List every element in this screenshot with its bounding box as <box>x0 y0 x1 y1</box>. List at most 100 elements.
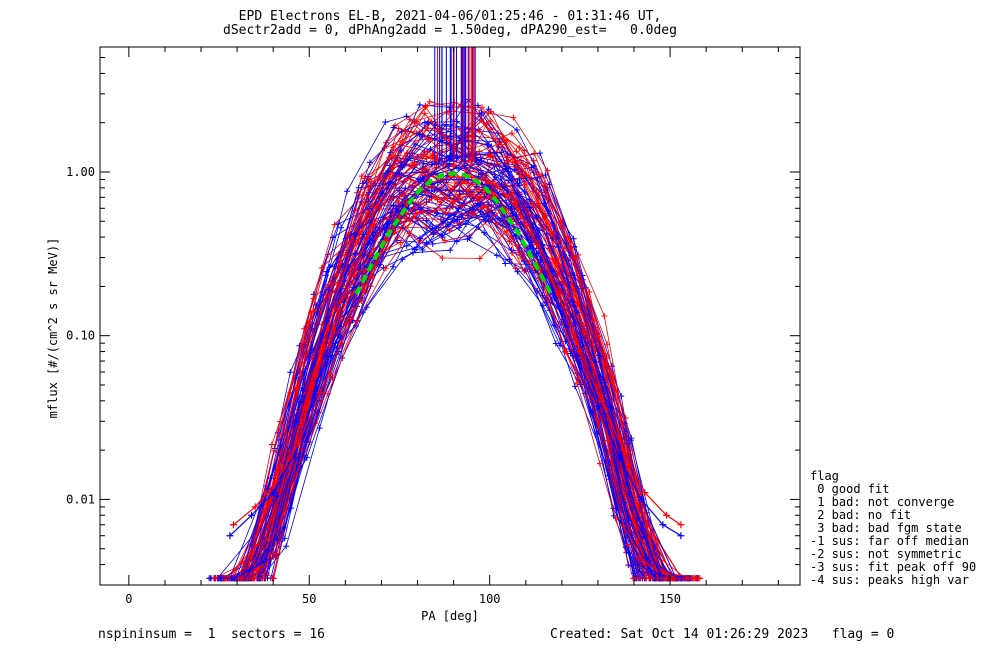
sweep-point <box>562 338 569 345</box>
sweep-point <box>481 229 488 236</box>
sweep-point <box>361 175 368 182</box>
sweep-point <box>371 218 378 225</box>
y-tick-label: 0.01 <box>66 492 95 506</box>
sweep-point <box>371 193 378 200</box>
sweep-point <box>636 575 643 582</box>
sweep-point <box>326 264 333 271</box>
sweep-point <box>492 174 499 181</box>
sweep-point <box>421 110 428 117</box>
sweep-point <box>452 197 459 204</box>
sweep-point <box>610 512 617 519</box>
sweep-point <box>385 167 392 174</box>
sweep-point <box>479 171 486 178</box>
series-point <box>554 290 562 298</box>
series-point <box>594 402 602 410</box>
sweep-point <box>382 265 389 272</box>
sweep-trace <box>236 154 691 579</box>
sweep-point <box>439 254 446 261</box>
sweep-point <box>301 417 308 424</box>
sweep-point <box>557 219 564 226</box>
sweep-point <box>514 268 521 275</box>
sweep-point <box>572 383 579 390</box>
sweep-point <box>498 149 505 156</box>
sweep-point <box>339 263 346 270</box>
sweep-trace <box>221 210 671 579</box>
sweep-point <box>646 575 653 582</box>
sweep-point <box>511 166 518 173</box>
sweep-point <box>273 493 280 500</box>
sweep-point <box>396 187 403 194</box>
sweep-point <box>444 221 451 228</box>
sweep-point <box>324 353 331 360</box>
sweep-point <box>552 340 559 347</box>
sweep-point <box>218 575 225 582</box>
x-tick-label: 150 <box>659 592 681 606</box>
sweep-point <box>573 253 580 260</box>
legend-item: -4 sus: peaks high var <box>810 573 969 587</box>
sweep-point <box>628 505 635 512</box>
sweep-trace <box>237 199 682 579</box>
sweep-point <box>318 321 325 328</box>
series-point <box>486 182 494 190</box>
sweep-point <box>560 280 567 287</box>
sweep-point <box>477 154 484 161</box>
sweep-point <box>596 352 603 359</box>
sweep-point <box>287 369 294 376</box>
sweep-point <box>642 554 649 561</box>
sweep-point <box>408 176 415 183</box>
sweep-point <box>543 299 550 306</box>
sweep-point <box>359 191 366 198</box>
sweep-point <box>463 188 470 195</box>
sweep-point <box>476 255 483 262</box>
sweep-point <box>498 141 505 148</box>
series-point <box>598 397 606 405</box>
sweep-point <box>421 119 428 126</box>
sweep-point <box>323 268 330 275</box>
series-point <box>507 204 515 212</box>
sweep-point <box>355 184 362 191</box>
sweep-point <box>344 188 351 195</box>
sweep-point <box>555 256 562 263</box>
sweep-point <box>303 438 310 445</box>
sweep-point <box>563 240 570 247</box>
sweep-point <box>508 130 515 137</box>
sweep-point <box>267 475 274 482</box>
sweep-point <box>567 239 574 246</box>
series-point <box>637 495 645 503</box>
sweep-point <box>502 165 509 172</box>
sweep-point <box>390 153 397 160</box>
sweep-point <box>435 161 442 168</box>
sweep-trace <box>221 206 677 579</box>
sweep-point <box>596 460 603 467</box>
sweep-point <box>299 392 306 399</box>
sweep-point <box>318 264 325 271</box>
sweep-point <box>283 543 290 550</box>
sweep-point <box>389 195 396 202</box>
sweep-point <box>387 209 394 216</box>
sweep-point <box>411 246 418 253</box>
sweep-point <box>506 238 513 245</box>
sweep-point <box>526 204 533 211</box>
sweep-point <box>517 169 524 176</box>
series-point <box>533 241 541 249</box>
sweep-point <box>469 211 476 218</box>
sweep-point <box>683 575 690 582</box>
sweep-point <box>303 404 310 411</box>
sweep-point <box>268 441 275 448</box>
sweep-point <box>326 287 333 294</box>
sweep-point <box>293 472 300 479</box>
sweep-point <box>630 575 637 582</box>
sweep-point <box>505 157 512 164</box>
series-point <box>677 521 685 529</box>
y-axis-label: mflux [#/(cm^2 s sr MeV)] <box>46 238 60 419</box>
legend-item: -1 sus: far off median <box>810 534 969 548</box>
sweep-point <box>333 272 340 279</box>
sweep-point <box>445 163 452 170</box>
sweep-point <box>407 155 414 162</box>
sweep-point <box>368 178 375 185</box>
sweep-point <box>485 152 492 159</box>
sweep-point <box>421 165 428 172</box>
sweep-point <box>493 252 500 259</box>
sweep-point <box>589 362 596 369</box>
fit-curve <box>354 171 553 295</box>
